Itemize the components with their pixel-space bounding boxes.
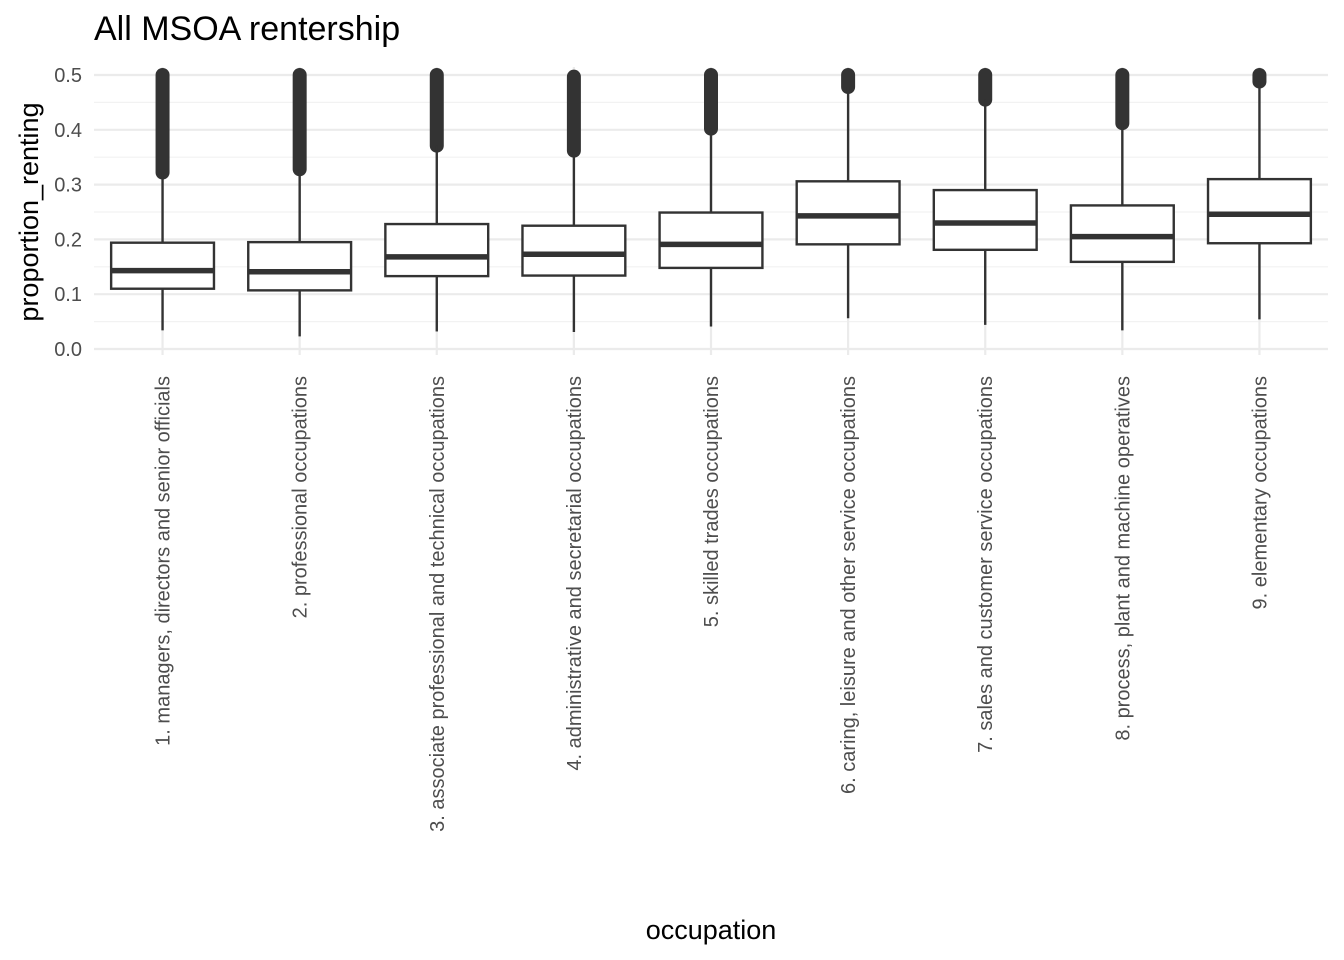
box-iqr: [1206, 177, 1313, 245]
box-group: [247, 68, 353, 337]
y-tick-label: 0.4: [54, 120, 82, 142]
x-category-label: 8. process, plant and machine operatives: [1112, 376, 1134, 741]
outlier-points: [978, 68, 993, 107]
box-iqr: [932, 188, 1038, 252]
x-category-label: 2. professional occupations: [290, 376, 312, 618]
box-group: [1069, 68, 1175, 331]
box-iqr: [521, 224, 627, 277]
box-group: [658, 68, 764, 327]
box-group: [521, 69, 627, 333]
box-iqr: [109, 241, 216, 290]
box-layer: [109, 68, 1313, 337]
chart-title: All MSOA rentership: [94, 10, 400, 48]
outlier-points: [1252, 68, 1267, 89]
x-axis-ticks: 1. managers, directors and senior offici…: [153, 376, 1272, 832]
box-group: [932, 68, 1038, 325]
box-group: [109, 68, 216, 331]
x-category-label: 1. managers, directors and senior offici…: [153, 376, 175, 746]
x-axis-title: occupation: [646, 915, 777, 945]
box-iqr: [384, 222, 490, 278]
outlier-points: [292, 68, 307, 177]
y-tick-label: 0.3: [54, 175, 82, 197]
box-iqr: [795, 180, 901, 246]
x-category-label: 6. caring, leisure and other service occ…: [838, 376, 860, 794]
y-axis-ticks: 0.0 0.1 0.2 0.3 0.4 0.5: [54, 65, 82, 361]
outlier-points: [1115, 68, 1130, 131]
y-axis-title: proportion_renting: [14, 102, 44, 321]
box-group: [384, 68, 490, 332]
box-group: [795, 68, 901, 319]
box-iqr: [658, 211, 764, 270]
x-category-label: 7. sales and customer service occupation…: [975, 376, 997, 753]
outlier-points: [155, 68, 170, 180]
y-tick-label: 0.5: [54, 65, 82, 87]
box-group: [1206, 68, 1313, 320]
x-category-label: 3. associate professional and technical …: [427, 376, 449, 832]
outlier-points: [566, 69, 581, 158]
box-iqr: [1069, 204, 1175, 264]
outlier-points: [841, 68, 856, 95]
x-category-label: 9. elementary occupations: [1249, 376, 1271, 609]
y-tick-label: 0.0: [54, 339, 82, 361]
outlier-points: [429, 68, 444, 153]
y-tick-label: 0.1: [54, 284, 82, 306]
box-iqr: [247, 240, 353, 292]
outlier-points: [704, 68, 718, 136]
x-category-label: 5. skilled trades occupations: [701, 376, 723, 627]
y-tick-label: 0.2: [54, 229, 82, 251]
x-category-label: 4. administrative and secretarial occupa…: [564, 376, 586, 771]
